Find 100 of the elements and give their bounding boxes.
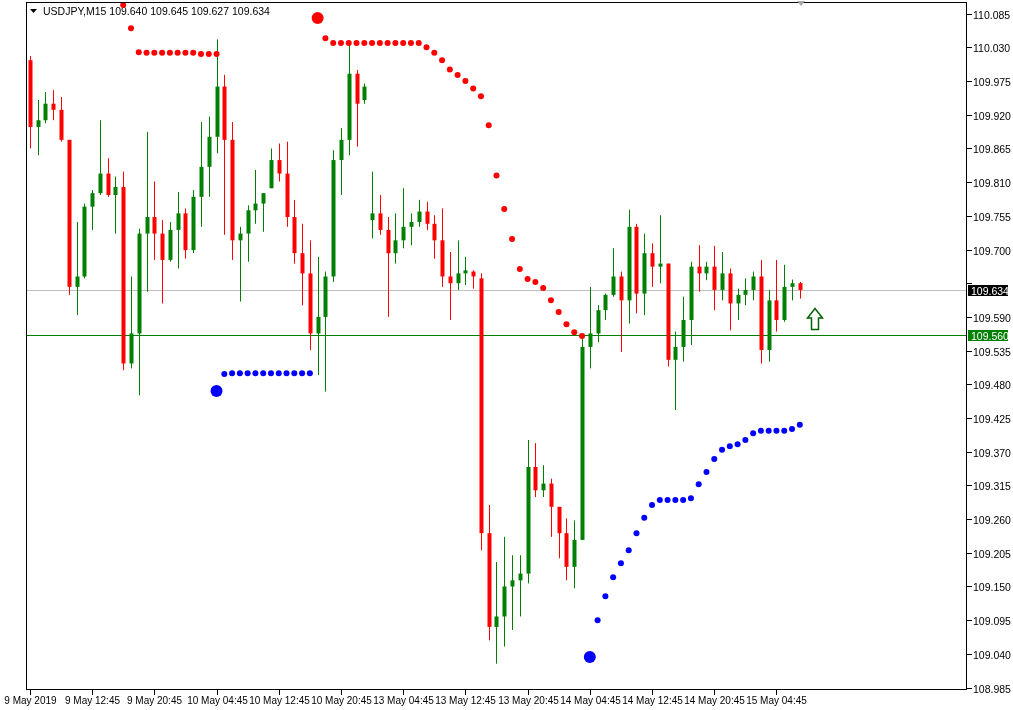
point [213,51,220,58]
point [229,370,236,377]
point [781,427,788,434]
candlestick [494,561,499,665]
candlestick [510,554,515,631]
point [221,370,228,377]
candlestick [611,247,616,298]
point [789,426,796,433]
point [773,427,780,434]
candlestick [370,171,375,239]
point [407,40,414,47]
point [547,297,554,304]
point [664,497,671,504]
point [291,370,298,377]
point [485,122,492,129]
y-tick-label: 109.865 [973,142,1012,155]
point [796,421,803,428]
candlestick [658,214,663,284]
point [400,40,407,47]
candlestick [425,201,430,231]
point [299,370,306,377]
x-tick-label: 10 May 20:45 [311,695,373,706]
point [415,40,422,47]
point [439,57,446,64]
y-tick-label: 109.480 [973,378,1012,391]
point [337,40,344,47]
candlestick [36,99,41,156]
point [579,332,586,339]
candlestick [720,251,725,301]
candlestick [261,192,266,233]
y-tick-label: 110.030 [973,41,1011,54]
point [765,427,772,434]
point [687,495,694,502]
candlestick [362,82,367,105]
candlestick [378,194,383,236]
point [159,49,166,56]
candlestick [549,478,554,538]
candlestick [43,91,48,124]
candlestick [448,251,453,321]
candlestick [152,181,157,261]
x-tick-label: 13 May 12:45 [435,695,497,706]
point [625,547,632,554]
y-tick-label: 109.535 [973,345,1012,358]
x-tick-label: 14 May 12:45 [622,695,684,706]
x-tick-label: 10 May 04:45 [187,695,249,706]
point [353,40,360,47]
ref-line-label: 109.634 [971,284,1010,297]
candlestick [386,216,391,318]
point [509,236,516,243]
candlestick [145,131,150,293]
candlestick [603,293,608,321]
point [135,49,142,56]
y-tick-label: 109.315 [973,479,1012,492]
point [680,497,687,504]
y-tick-label: 109.425 [973,412,1012,425]
candlestick [712,245,717,311]
point [392,40,399,47]
point [594,617,601,624]
point [757,427,764,434]
point [166,49,173,56]
x-tick-label: 9 May 2019 [4,695,58,706]
point [454,71,461,78]
point [617,560,624,567]
point [205,51,212,58]
x-tick-label: 13 May 04:45 [373,695,435,706]
point [330,40,337,47]
point [532,278,539,285]
point [516,266,523,273]
point [711,456,718,463]
candlestick [409,212,414,246]
y-tick-label: 108.985 [973,682,1012,695]
candlestick [417,199,422,228]
y-tick-label: 109.260 [973,513,1012,526]
point [524,275,531,282]
candlestick [650,242,655,288]
point [641,514,648,521]
y-tick-label: 109.095 [973,614,1012,627]
point [127,25,134,32]
x-tick-label: 10 May 12:45 [249,695,311,706]
candlestick [736,288,741,321]
point [244,370,251,377]
point [695,481,702,488]
point [369,40,376,47]
point [750,430,757,437]
candlestick [432,214,437,260]
y-tick-label: 109.975 [973,75,1012,88]
candlestick [176,191,181,269]
point [470,85,477,92]
x-tick-label: 9 May 12:45 [64,695,121,706]
x-tick-label: 14 May 04:45 [560,695,622,706]
point [555,309,562,315]
candlestick [98,119,103,196]
point [423,44,430,51]
point [252,370,259,377]
candlestick [393,212,398,265]
point [734,441,741,448]
point [236,370,243,377]
y-tick-label: 109.205 [973,547,1012,560]
chart-title: USDJPY,M15 109.640 109.645 109.627 109.634 [43,5,271,17]
candlestick [106,157,111,198]
